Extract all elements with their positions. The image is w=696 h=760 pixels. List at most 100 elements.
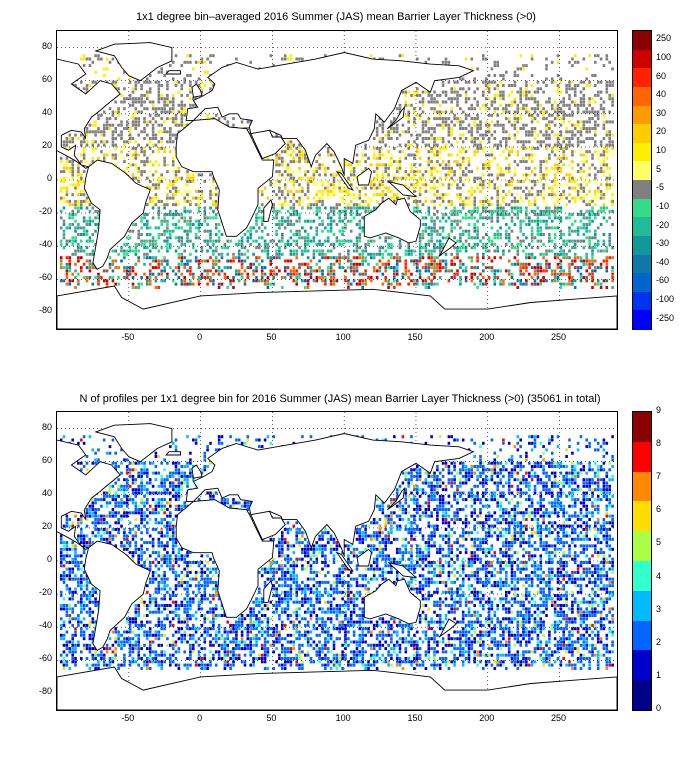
data-bin — [473, 123, 476, 127]
data-bin — [91, 60, 95, 64]
data-bin — [169, 266, 172, 270]
data-bin — [206, 272, 209, 276]
data-bin — [530, 448, 534, 452]
data-bin — [525, 130, 528, 134]
data-bin — [410, 272, 413, 276]
data-bin — [125, 249, 129, 253]
data-bin — [536, 282, 540, 286]
data-bin — [131, 90, 135, 94]
data-bin — [398, 282, 402, 286]
data-bin — [450, 276, 453, 279]
data-bin — [550, 120, 554, 124]
data-bin — [312, 269, 316, 273]
data-bin — [321, 269, 324, 273]
data-bin — [65, 166, 69, 170]
data-bin — [490, 216, 494, 220]
data-bin — [594, 176, 597, 180]
data-bin — [565, 127, 568, 130]
data-bin — [550, 60, 554, 64]
data-bin — [183, 77, 186, 81]
data-bin — [576, 448, 580, 452]
data-bin — [375, 163, 379, 167]
data-bin — [579, 153, 583, 157]
data-bin — [160, 117, 163, 121]
data-bin — [151, 236, 155, 240]
data-bin — [163, 216, 166, 220]
data-bin — [134, 249, 138, 253]
data-bin — [171, 117, 175, 121]
data-bin — [395, 272, 399, 276]
data-bin — [358, 282, 362, 286]
data-bin — [548, 266, 551, 270]
data-bin — [482, 256, 485, 260]
data-bin — [384, 153, 387, 157]
data-bin — [171, 213, 175, 217]
data-bin — [404, 90, 408, 94]
data-bin — [166, 276, 169, 279]
data-bin — [206, 259, 209, 263]
data-bin — [338, 216, 341, 220]
data-bin — [62, 233, 66, 236]
data-bin — [281, 219, 284, 223]
data-bin — [344, 216, 347, 220]
data-bin — [390, 236, 393, 240]
data-bin — [123, 269, 126, 273]
data-bin — [226, 286, 229, 289]
data-bin — [533, 100, 537, 104]
data-bin — [473, 242, 476, 246]
data-bin — [585, 279, 588, 283]
data-bin — [137, 117, 140, 121]
data-bin — [533, 474, 537, 478]
data-bin — [111, 269, 115, 273]
data-bin — [306, 176, 310, 180]
data-bin — [510, 150, 514, 154]
data-bin — [85, 229, 89, 233]
data-bin — [169, 229, 172, 233]
data-bin — [177, 90, 181, 94]
data-bin — [436, 153, 439, 157]
data-bin — [324, 170, 327, 174]
data-bin — [441, 196, 445, 200]
data-bin — [286, 242, 290, 246]
data-bin — [286, 259, 290, 263]
data-bin — [576, 60, 580, 64]
data-bin — [260, 269, 264, 273]
data-bin — [407, 282, 410, 286]
data-bin — [364, 242, 367, 246]
data-bin — [516, 435, 520, 439]
data-bin — [148, 120, 152, 124]
data-bin — [209, 173, 212, 177]
data-bin — [344, 226, 347, 230]
data-bin — [539, 282, 543, 286]
data-bin — [542, 242, 545, 246]
data-bin — [177, 236, 181, 240]
data-bin — [88, 130, 92, 134]
data-bin — [186, 196, 189, 200]
data-bin — [217, 272, 221, 276]
data-bin — [539, 266, 543, 270]
data-bin — [585, 193, 588, 197]
data-bin — [292, 249, 296, 253]
data-bin — [585, 120, 588, 124]
data-bin — [542, 183, 545, 187]
data-bin — [304, 229, 307, 233]
data-bin — [436, 468, 439, 472]
data-bin — [433, 186, 436, 190]
data-bin — [467, 196, 471, 200]
data-bin — [596, 54, 600, 58]
data-bin — [464, 196, 468, 200]
data-bin — [576, 103, 580, 107]
data-bin — [80, 189, 83, 193]
x-tick-label: 200 — [479, 332, 495, 342]
data-bin — [151, 266, 155, 270]
data-bin — [418, 468, 422, 472]
data-bin — [332, 180, 336, 183]
data-bin — [189, 239, 192, 243]
data-bin — [502, 84, 505, 87]
data-bin — [528, 219, 531, 223]
data-bin — [450, 153, 453, 157]
data-bin — [533, 465, 537, 468]
data-bin — [513, 206, 517, 210]
data-bin — [424, 123, 428, 127]
data-bin — [484, 199, 488, 203]
